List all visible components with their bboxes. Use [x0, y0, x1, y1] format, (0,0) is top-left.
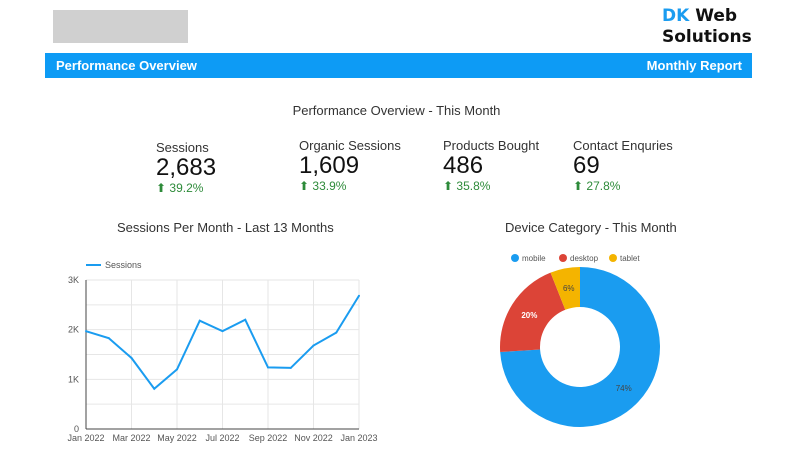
data-point — [312, 344, 315, 347]
legend-label-tablet: tablet — [620, 254, 640, 263]
slice-label: 20% — [521, 311, 537, 320]
arrow-up-icon: ⬆ — [156, 181, 167, 195]
data-point — [221, 330, 224, 333]
kpi-change: ⬆ 33.9% — [299, 179, 401, 193]
bar-right-title: Monthly Report — [646, 58, 742, 73]
y-tick-label: 3K — [68, 275, 79, 285]
donut-slice-tablet — [550, 267, 580, 310]
data-point — [289, 366, 292, 369]
data-point — [85, 330, 87, 333]
data-point — [130, 356, 133, 359]
brand-dk: DK — [662, 6, 690, 26]
kpi-value: 69 — [573, 152, 600, 179]
arrow-up-icon: ⬆ — [443, 179, 454, 193]
arrow-up-icon: ⬆ — [573, 179, 584, 193]
kpi-change: ⬆ 27.8% — [573, 179, 673, 193]
kpi-sessions: Sessions 2,683 ⬆ 39.2% — [156, 140, 216, 195]
y-tick-label: 0 — [74, 424, 79, 434]
legend-dot-tablet — [609, 254, 617, 262]
kpi-label: Sessions — [156, 140, 209, 155]
data-point — [335, 331, 338, 334]
kpi-products-bought: Products Bought 486 ⬆ 35.8% — [443, 138, 539, 193]
data-point — [153, 387, 156, 390]
data-point — [244, 318, 247, 321]
data-point — [176, 368, 178, 371]
kpi-label: Contact Enquries — [573, 138, 673, 153]
arrow-up-icon: ⬆ — [299, 179, 310, 193]
data-point — [198, 319, 201, 322]
kpi-label: Organic Sessions — [299, 138, 401, 153]
page-title: Performance Overview - This Month — [292, 103, 501, 118]
data-point — [267, 366, 269, 369]
kpi-change-value: 39.2% — [169, 181, 204, 195]
x-tick-label: Sep 2022 — [249, 433, 288, 443]
line-chart-title: Sessions Per Month - Last 13 Months — [117, 220, 334, 235]
kpi-change: ⬆ 35.8% — [443, 179, 539, 193]
kpi-change-value: 35.8% — [456, 179, 491, 193]
legend-label-sessions: Sessions — [105, 260, 142, 270]
y-tick-label: 2K — [68, 325, 79, 335]
kpi-change-value: 27.8% — [586, 179, 621, 193]
x-tick-label: Jan 2023 — [340, 433, 377, 443]
data-point — [107, 337, 110, 340]
legend-dot-mobile — [511, 254, 519, 262]
data-point — [358, 294, 360, 297]
slice-label: 74% — [616, 384, 632, 393]
header-bar: Performance Overview Monthly Report — [45, 53, 752, 78]
donut-slice-mobile — [500, 267, 660, 427]
legend-dot-desktop — [559, 254, 567, 262]
kpi-change: ⬆ 39.2% — [156, 181, 216, 195]
slice-label: 6% — [563, 284, 575, 293]
x-tick-label: May 2022 — [157, 433, 197, 443]
donut-slice-desktop — [500, 272, 566, 353]
legend-label-mobile: mobile — [522, 254, 546, 263]
kpi-value: 486 — [443, 152, 484, 179]
brand-logo: DK Web Solutions — [662, 6, 752, 48]
x-tick-label: Jul 2022 — [205, 433, 239, 443]
brand-solutions: Solutions — [662, 27, 752, 47]
kpi-label: Products Bought — [443, 138, 540, 153]
x-tick-label: Jan 2022 — [67, 433, 104, 443]
kpi-value: 1,609 — [299, 152, 360, 179]
kpi-value: 2,683 — [156, 154, 217, 181]
logo-placeholder — [53, 10, 188, 43]
brand-web: Web — [695, 6, 738, 26]
kpi-contact-enquiries: Contact Enquries 69 ⬆ 27.8% — [573, 138, 673, 193]
y-tick-label: 1K — [68, 374, 79, 384]
bar-left-title: Performance Overview — [56, 58, 197, 73]
pie-chart-title: Device Category - This Month — [505, 220, 677, 235]
kpi-change-value: 33.9% — [312, 179, 347, 193]
x-tick-label: Mar 2022 — [112, 433, 150, 443]
kpi-organic-sessions: Organic Sessions 1,609 ⬆ 33.9% — [299, 138, 401, 193]
legend-label-desktop: desktop — [570, 254, 599, 263]
x-tick-label: Nov 2022 — [294, 433, 333, 443]
